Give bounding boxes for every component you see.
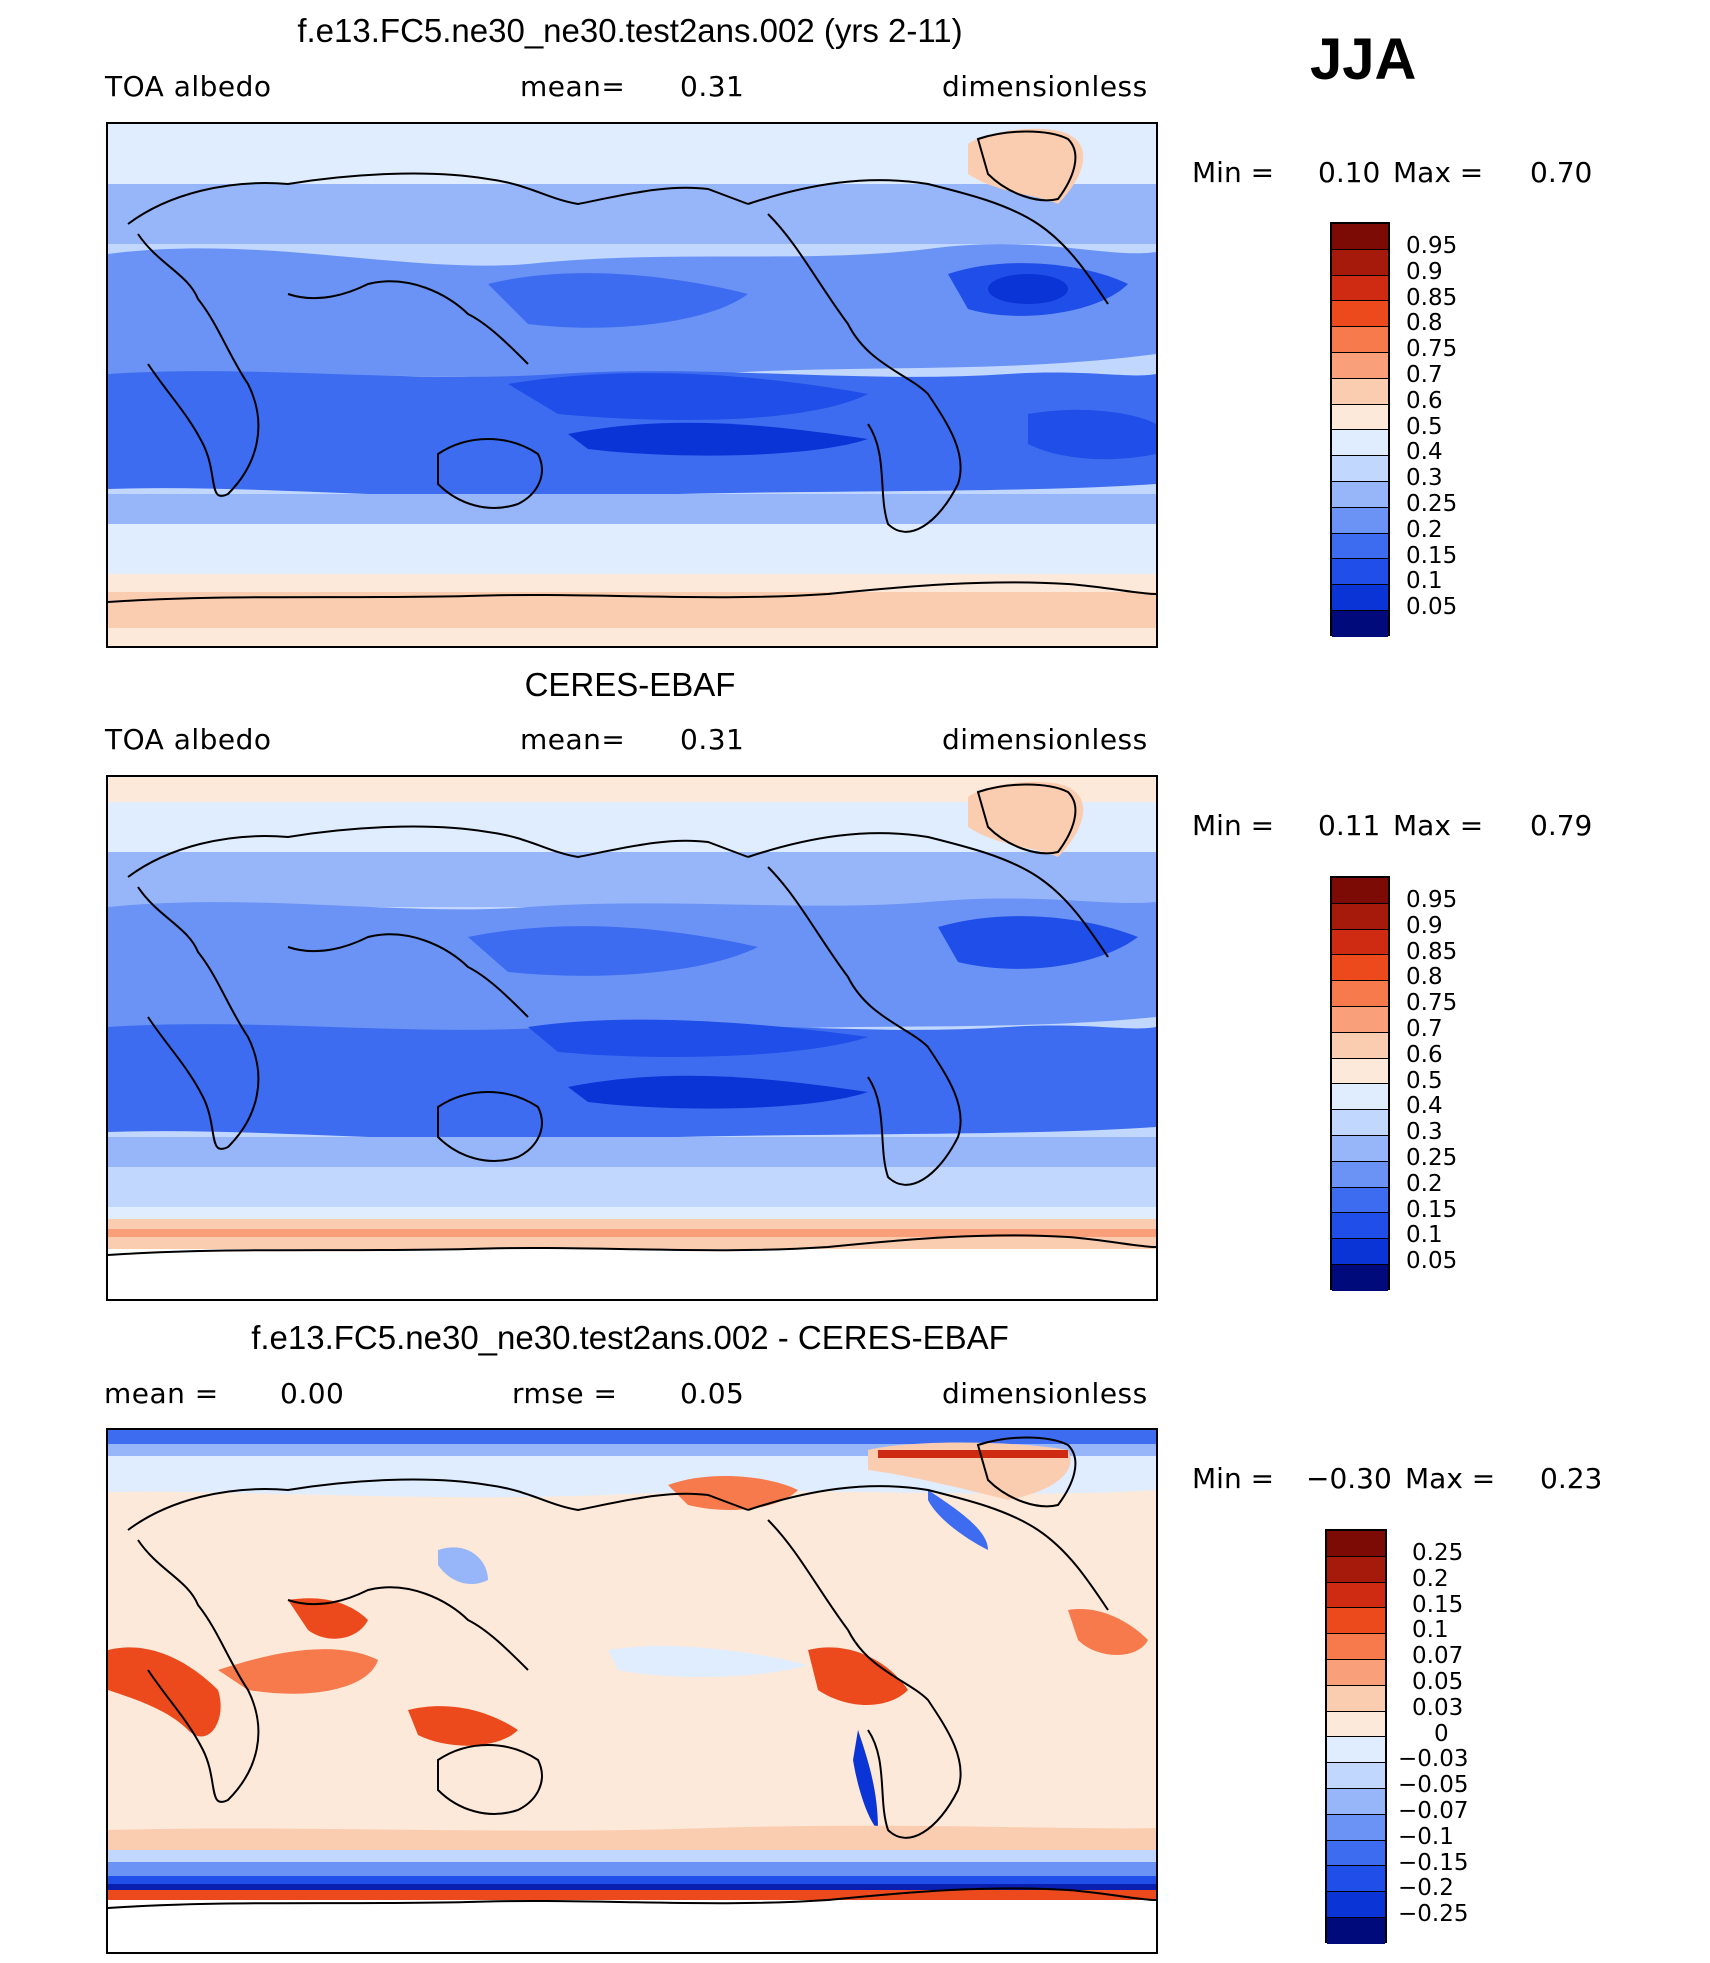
colorbar-tick-label: 0.6 [1406,1041,1443,1068]
panel1-min-value: 0.10 [1318,156,1381,189]
colorbar-tick-label: 0.7 [1406,1016,1443,1042]
colorbar-tick-label: −0.05 [1398,1772,1469,1799]
colorbar-tick-label: 0.3 [1406,1119,1443,1146]
panel3-mean-value: 0.00 [280,1377,345,1410]
colorbar-tick-label: 0.75 [1406,990,1458,1017]
panel3-min-value: −0.30 [1306,1462,1392,1495]
colorbar-tick-label: 0.9 [1406,912,1443,939]
panel1-colorbar [1330,222,1390,637]
panel3-title: f.e13.FC5.ne30_ne30.test2ans.002 - CERES… [251,1319,1009,1356]
panel1-min-label: Min = [1192,156,1275,189]
panel3-rmse-label: rmse = [512,1377,618,1410]
colorbar-tick-label: 0.4 [1406,1093,1443,1120]
panel1-units: dimensionless [942,70,1148,103]
panel3-max-label: Max = [1405,1462,1496,1495]
panel1-map [106,122,1158,648]
panel1-mean-label: mean= [520,70,626,103]
colorbar-tick-label: 0.8 [1406,310,1443,337]
panel2-min-label: Min = [1192,809,1275,842]
colorbar-tick-label: 0.4 [1406,439,1443,466]
colorbar-tick-label: 0.15 [1406,542,1458,569]
colorbar-tick-label: 0.8 [1406,964,1443,991]
colorbar-tick-label: 0.1 [1406,568,1443,595]
panel2-min-value: 0.11 [1318,809,1381,842]
colorbar-tick-label: 0.05 [1412,1669,1464,1695]
colorbar-tick-label: 0.85 [1406,284,1458,311]
panel2-mean-label: mean= [520,723,626,756]
panel1-variable-label: TOA albedo [105,70,272,103]
colorbar-tick-label: −0.03 [1398,1746,1469,1773]
panel3-mean-label: mean = [104,1377,219,1410]
panel3-min-label: Min = [1192,1462,1275,1495]
colorbar-tick-label: −0.07 [1398,1798,1469,1824]
panel2-max-value: 0.79 [1530,809,1593,842]
colorbar-tick-label: 0.95 [1406,887,1458,913]
colorbar-tick-label: 0.1 [1406,1222,1443,1249]
panel2-map [106,775,1158,1301]
colorbar-tick-label: 0.9 [1406,258,1443,285]
colorbar-tick-label: 0.7 [1406,362,1443,388]
colorbar-tick-label: 0.5 [1406,1067,1443,1094]
panel3-units: dimensionless [942,1377,1148,1410]
colorbar-tick-label: 0.25 [1406,491,1458,517]
colorbar-tick-label: 0.03 [1412,1694,1464,1721]
panel3-rmse-value: 0.05 [680,1377,745,1410]
colorbar-tick-label: 0.15 [1406,1196,1458,1223]
panel1-map-svg [108,124,1156,646]
colorbar-tick-label: 0.2 [1406,1170,1443,1197]
colorbar-tick-label: 0.75 [1406,336,1458,363]
season-label: JJA [1310,27,1417,92]
colorbar-tick-label: 0.1 [1412,1617,1449,1644]
colorbar-tick-label: 0.2 [1412,1565,1449,1592]
panel2-variable-label: TOA albedo [105,723,272,756]
colorbar-tick-label: 0.05 [1406,1248,1458,1275]
colorbar-tick-label: 0.25 [1412,1540,1464,1566]
panel3-max-value: 0.23 [1540,1462,1603,1495]
colorbar-tick-label: 0.07 [1412,1643,1464,1670]
colorbar-tick-label: 0 [1434,1720,1449,1747]
panel2-units: dimensionless [942,723,1148,756]
colorbar-tick-label: 0.95 [1406,233,1458,259]
panel2-max-label: Max = [1393,809,1484,842]
panel3-map [106,1428,1158,1954]
colorbar-tick-label: 0.15 [1412,1591,1464,1618]
colorbar-tick-label: 0.25 [1406,1145,1458,1171]
panel3-colorbar [1325,1529,1387,1944]
colorbar-tick-label: 0.05 [1406,594,1458,621]
colorbar-tick-label: 0.5 [1406,413,1443,440]
colorbar-tick-label: −0.15 [1398,1849,1469,1876]
panel1-max-value: 0.70 [1530,156,1593,189]
panel2-map-svg [108,777,1156,1299]
colorbar-tick-label: −0.2 [1398,1875,1454,1902]
panel2-mean-value: 0.31 [680,723,745,756]
colorbar-tick-label: 0.85 [1406,938,1458,965]
panel1-max-label: Max = [1393,156,1484,189]
colorbar-tick-label: 0.3 [1406,465,1443,492]
colorbar-tick-label: 0.6 [1406,387,1443,414]
panel2-colorbar [1330,876,1390,1291]
panel2-title: CERES-EBAF [524,666,736,703]
colorbar-tick-label: −0.25 [1398,1901,1469,1928]
colorbar-tick-label: −0.1 [1398,1823,1454,1850]
panel1-mean-value: 0.31 [680,70,745,103]
colorbar-tick-label: 0.2 [1406,516,1443,543]
panel1-title: f.e13.FC5.ne30_ne30.test2ans.002 (yrs 2-… [297,12,963,49]
panel3-map-svg [108,1430,1156,1952]
